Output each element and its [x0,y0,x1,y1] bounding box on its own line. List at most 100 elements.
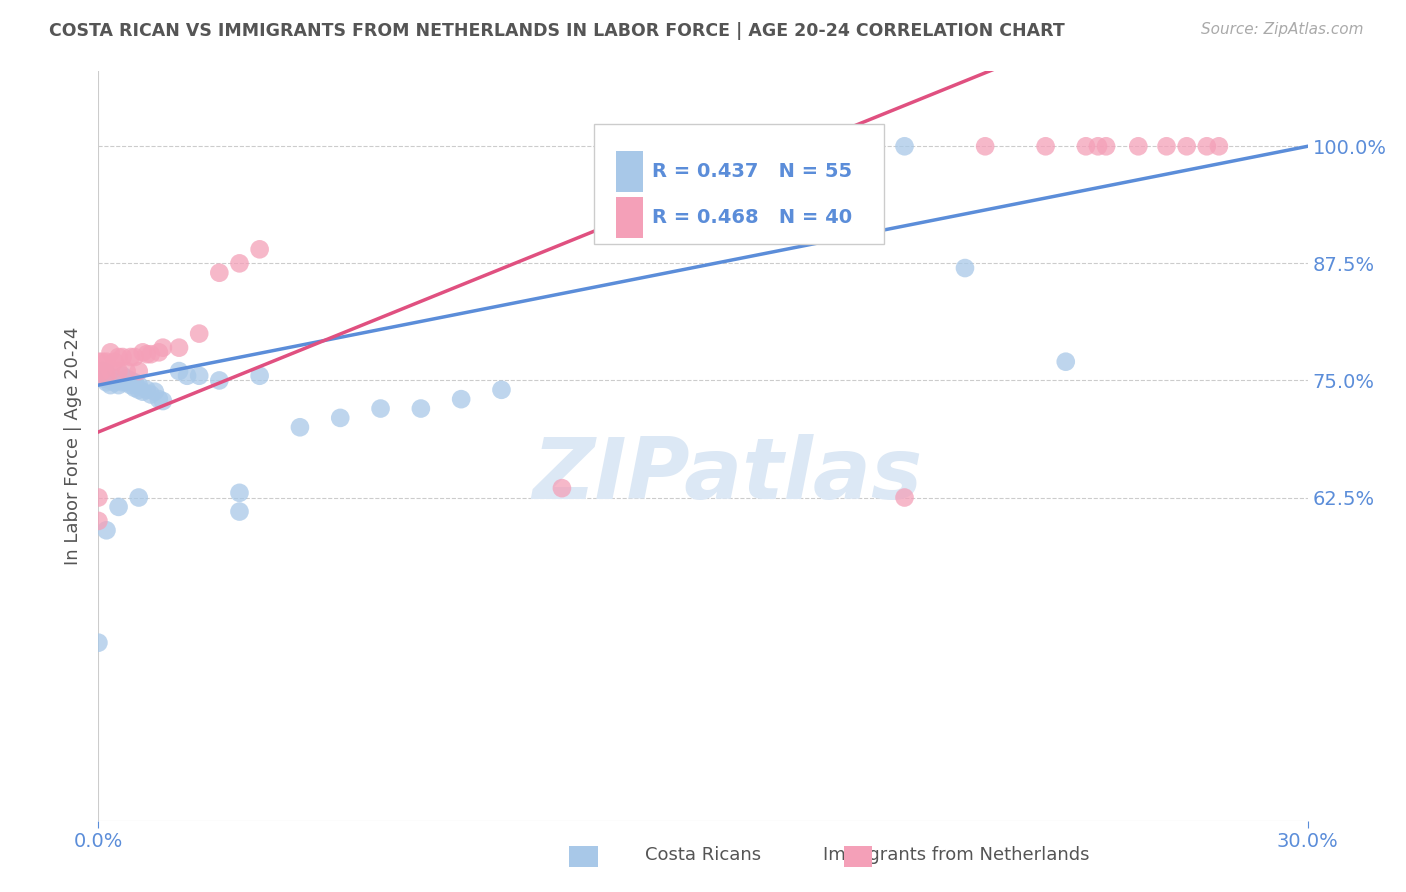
Point [329,411,352,425]
Point [103,371,125,385]
Point [491,383,513,397]
Point [148,345,170,359]
Point [91,368,114,383]
Point [107,378,129,392]
Point [87,491,110,505]
Point [139,347,162,361]
Point [115,371,138,385]
Point [152,341,174,355]
Point [139,387,162,401]
FancyBboxPatch shape [616,197,643,238]
Point [711,139,734,153]
Point [87,368,110,383]
Point [551,481,574,495]
Point [91,371,114,385]
Point [148,392,170,407]
Point [96,371,118,385]
FancyBboxPatch shape [616,151,643,192]
Text: R = 0.468   N = 40: R = 0.468 N = 40 [652,208,852,227]
Point [1035,139,1057,153]
Point [1095,139,1118,153]
Point [228,256,250,270]
Point [135,347,157,361]
Point [96,355,118,369]
Point [128,364,150,378]
Point [124,350,146,364]
Point [128,491,150,505]
Point [111,376,134,390]
Point [91,355,114,369]
Point [107,364,129,378]
Point [752,139,775,153]
Point [167,341,190,355]
Point [208,266,231,280]
Text: COSTA RICAN VS IMMIGRANTS FROM NETHERLANDS IN LABOR FORCE | AGE 20-24 CORRELATIO: COSTA RICAN VS IMMIGRANTS FROM NETHERLAN… [49,22,1064,40]
Point [107,374,129,388]
Text: R = 0.437   N = 55: R = 0.437 N = 55 [652,161,852,181]
Point [103,376,125,390]
Point [115,364,138,378]
Point [188,368,211,383]
Point [228,505,250,519]
Point [135,383,157,397]
Point [249,368,271,383]
Point [120,378,142,392]
Text: ZIPatlas: ZIPatlas [531,434,922,517]
Point [91,364,114,378]
Point [107,500,129,514]
Point [96,376,118,390]
Point [87,355,110,369]
Point [1195,139,1218,153]
Point [91,364,114,378]
Point [672,139,695,153]
Point [167,364,190,378]
Point [87,364,110,378]
Point [100,345,122,359]
Text: Costa Ricans: Costa Ricans [645,846,761,863]
Point [208,374,231,388]
Point [1128,139,1150,153]
Point [87,368,110,383]
Point [409,401,432,416]
Point [96,524,118,538]
Point [128,383,150,397]
Point [124,381,146,395]
Point [111,368,134,383]
Point [128,378,150,392]
FancyBboxPatch shape [595,124,884,244]
Point [120,350,142,364]
Point [120,374,142,388]
Point [893,491,915,505]
Point [249,243,271,257]
Point [111,350,134,364]
Point [87,514,110,528]
Point [143,384,166,399]
Text: Source: ZipAtlas.com: Source: ZipAtlas.com [1201,22,1364,37]
Point [1156,139,1178,153]
Point [612,139,634,153]
Point [832,139,855,153]
Point [100,364,122,378]
Point [132,345,155,359]
Point [953,261,976,276]
Point [1054,355,1077,369]
Point [100,374,122,388]
Point [115,376,138,390]
Point [1074,139,1097,153]
Y-axis label: In Labor Force | Age 20-24: In Labor Force | Age 20-24 [65,326,83,566]
Point [188,326,211,341]
Point [288,420,311,434]
Point [100,378,122,392]
Point [893,139,915,153]
Text: Immigrants from Netherlands: Immigrants from Netherlands [823,846,1090,863]
Point [96,368,118,383]
Point [124,376,146,390]
Point [228,485,250,500]
Point [87,636,110,650]
Point [974,139,997,153]
Point [370,401,392,416]
Point [103,355,125,369]
Point [1087,139,1109,153]
Point [132,384,155,399]
Point [152,394,174,409]
